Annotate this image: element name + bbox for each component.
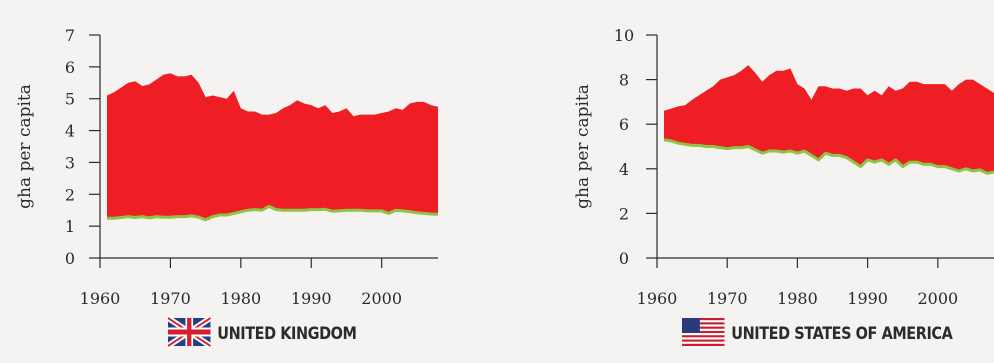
uk-flag-icon	[166, 315, 212, 349]
uk-x-tick-label: 1990	[291, 289, 332, 308]
uk-y-tick-label: 0	[65, 249, 75, 268]
us-y-tick-label: 10	[614, 26, 634, 45]
us-x-tick-label: 1960	[637, 289, 678, 308]
us-x-tick-label: 1980	[777, 289, 818, 308]
uk-x-tick-label: 1960	[80, 289, 121, 308]
uk-x-tick-label: 1970	[150, 289, 191, 308]
uk-y-tick-label: 2	[65, 185, 75, 204]
us-y-tick-label: 0	[619, 249, 629, 268]
uk-y-tick-label: 4	[65, 122, 75, 141]
uk-country-caption: UNITED KINGDOM	[166, 315, 357, 350]
uk-y-tick-label: 1	[65, 217, 75, 236]
us-x-tick-label: 1990	[847, 289, 888, 308]
us-x-tick-label: 1970	[707, 289, 748, 308]
uk-y-tick-label: 3	[65, 153, 75, 172]
us-y-tick-label: 2	[619, 204, 629, 223]
uk-footprint-chart: 0 1 2 3 4 5 6 7 1960 1970 1980 1990 2000 gha per capi…	[15, 26, 439, 308]
us-country-caption: UNITED STATES OF AMERICA	[682, 318, 953, 350]
uk-x-tick-label: 1980	[220, 289, 261, 308]
chart-panel-uk: 0 1 2 3 4 5 6 7 1960 1970 1980 1990 2000 gha per capi…	[0, 0, 470, 363]
us-y-tick-label: 8	[619, 71, 629, 90]
us-y-tick-label: 4	[619, 160, 629, 179]
uk-y-tick-label: 7	[65, 26, 75, 45]
uk-y-tick-label: 5	[65, 90, 75, 109]
uk-x-tick-label: 2000	[361, 289, 402, 308]
us-footprint-chart: 0 2 4 6 8 10 1960 1970 1980 1990 2000 gha per capit…	[573, 26, 994, 308]
us-y-tick-label: 6	[619, 115, 629, 134]
us-flag-icon	[682, 318, 725, 348]
us-x-tick-label: 2000	[917, 289, 958, 308]
us-footprint-area	[664, 65, 994, 174]
uk-country-label: UNITED KINGDOM	[217, 324, 357, 344]
us-country-label: UNITED STATES OF AMERICA	[731, 324, 953, 344]
us-y-axis-title: gha per capita	[573, 84, 593, 209]
us-lower-series-line	[663, 138, 994, 175]
chart-panel-us: 0 2 4 6 8 10 1960 1970 1980 1990 2000 gha per capit…	[560, 0, 994, 363]
uk-y-axis-title: gha per capita	[15, 84, 35, 209]
uk-y-tick-label: 6	[65, 58, 75, 77]
uk-lower-series-line	[107, 204, 439, 222]
uk-footprint-area	[107, 73, 438, 220]
